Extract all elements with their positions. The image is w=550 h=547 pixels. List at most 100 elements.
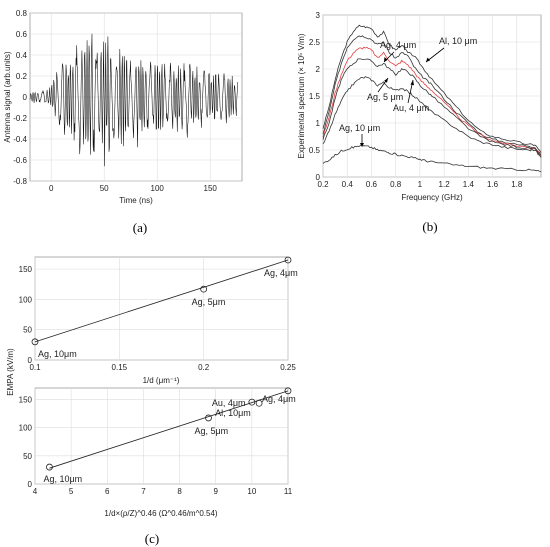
y-axis-label-b: Experimental spectrum (× 10⁵ V/m): [297, 33, 306, 158]
x-tick-label-a: 0: [49, 184, 54, 193]
y-axis-label-a: Antenna signal (arb.units): [3, 51, 12, 143]
panel-b: 0.2 0.4 0.6 0.8 1 1.2 1.4 1.6 1.8 0 0.5 1 1.5 2 2.5 3 F…: [297, 11, 542, 234]
antenna-signal-line: [29, 33, 239, 167]
panel-a: 0 50 100 150 -0.8 -0.6 -0.4 -0.2 0 0.2 0.4 0.6 0.8 T…: [3, 9, 243, 235]
marks-c-top: Ag, 10μm Ag, 5μm Ag, 4μm: [31, 256, 298, 359]
y-tick-label-b: 0.5: [309, 146, 321, 155]
annotation-arrowhead-al-10um: [426, 57, 430, 62]
x-tick-label-c-bottom: 8: [177, 487, 182, 496]
x-tick-label-b: 1.8: [511, 180, 523, 189]
y-tick-label-c-bottom: 100: [19, 424, 33, 433]
x-tick-label-c-bottom: 4: [33, 487, 38, 496]
plot-area-c-bottom: [34, 387, 289, 485]
data-point: [284, 387, 292, 395]
annotation-al-10um: Al, 10 μm: [439, 36, 477, 46]
y-tick-label-c-top: 0: [28, 356, 33, 365]
y-axis-label-c: EMPA (kV/m): [6, 348, 15, 396]
annotation-arrowhead-au-4um: [410, 80, 414, 86]
y-tick-label-a: -0.2: [13, 114, 27, 123]
caption-a: (a): [133, 220, 147, 235]
y-tick-label-c-bottom: 50: [23, 452, 32, 461]
panel-c-bottom: 4 5 6 7 8 9 10 11 0 50 100 150 Ag, 10μm Ag, 5μm Au, 4…: [6, 348, 296, 546]
data-point: [205, 414, 212, 422]
point-label: Ag, 10μm: [38, 349, 77, 359]
ticks-a: 0 50 100 150 -0.8 -0.6 -0.4 -0.2 0 0.2 0.4 0.6 0.8: [13, 9, 217, 193]
x-axis-label-c-top: 1/d (μm⁻¹): [143, 376, 180, 385]
y-tick-label-c-bottom: 0: [28, 480, 33, 489]
x-tick-label-b: 1: [418, 180, 423, 189]
spectrum-line-5: [322, 144, 542, 172]
spectrum-line-2: [322, 46, 542, 156]
y-tick-label-b: 1: [316, 119, 321, 128]
annotation-arrowhead-ag-4um: [384, 57, 388, 62]
x-axis-label-b: Frequency (GHz): [401, 193, 463, 202]
x-tick-label-b: 1.4: [463, 180, 475, 189]
x-axis-label-c-bottom: 1/d×(ρ/Z)^0.46 (Ω^0.46/m^0.54): [104, 509, 218, 518]
x-tick-label-a: 100: [151, 184, 165, 193]
annotation-au-4um: Au, 4 μm: [393, 103, 429, 113]
x-tick-label-c-bottom: 7: [141, 487, 146, 496]
point-label: Ag, 10μm: [43, 474, 82, 484]
annotation-ag-10um: Ag, 10 μm: [339, 123, 380, 133]
spectrum-line-4: [322, 76, 542, 158]
grid-c-bottom: [34, 388, 289, 485]
x-tick-label-b: 0.6: [366, 180, 378, 189]
x-tick-label-b: 1.2: [439, 180, 451, 189]
ticks-c-top: 0.1 0.15 0.2 0.25 0 50 100 150: [19, 265, 297, 372]
x-tick-label-b: 0.4: [342, 180, 354, 189]
annotation-ag-4um: Ag, 4 μm: [380, 40, 416, 50]
y-tick-label-a: 0.2: [16, 72, 28, 81]
spectrum-series: [322, 24, 542, 172]
x-tick-label-c-top: 0.15: [112, 363, 128, 372]
y-tick-label-b: 3: [316, 11, 321, 20]
fit-line: [34, 259, 289, 343]
data-point: [255, 399, 263, 407]
ticks-b: 0.2 0.4 0.6 0.8 1 1.2 1.4 1.6 1.8 0 0.5 1 1.5 2 2.5 3: [309, 11, 523, 189]
y-tick-label-a: 0.6: [16, 30, 28, 39]
y-tick-label-c-bottom: 150: [19, 395, 33, 404]
spectrum-line-0: [322, 24, 542, 153]
annotation-arrowhead-ag-10um: [360, 143, 364, 147]
y-tick-label-b: 1.5: [309, 92, 321, 101]
x-tick-label-c-top: 0.1: [29, 363, 41, 372]
data-point: [46, 463, 53, 471]
point-label: Al, 10μm: [215, 408, 251, 418]
y-tick-label-a: -0.8: [13, 177, 27, 186]
y-tick-label-c-top: 50: [23, 326, 32, 335]
x-tick-label-c-bottom: 6: [105, 487, 110, 496]
x-tick-label-b: 0.2: [317, 180, 329, 189]
point-label: Ag, 4μm: [264, 268, 298, 278]
y-tick-label-b: 2.5: [309, 38, 321, 47]
x-tick-label-c-top: 0.2: [198, 363, 210, 372]
point-label: Ag, 5μm: [194, 426, 228, 436]
x-tick-label-b: 1.6: [487, 180, 499, 189]
x-tick-label-c-bottom: 5: [69, 487, 74, 496]
data-point: [200, 285, 208, 293]
y-tick-label-a: 0.8: [16, 9, 28, 18]
caption-c: (c): [145, 531, 159, 546]
y-tick-label-c-top: 150: [19, 265, 33, 274]
grid-c-top: [34, 257, 289, 361]
y-tick-label-c-top: 100: [19, 295, 33, 304]
y-tick-label-a: 0.4: [16, 51, 28, 60]
spectrum-line-1: [322, 35, 542, 156]
ticks-c-bottom: 4 5 6 7 8 9 10 11 0 50 100 150: [19, 395, 293, 496]
x-tick-label-c-bottom: 11: [284, 487, 293, 496]
y-tick-label-b: 0: [316, 173, 321, 182]
x-tick-label-b: 0.8: [390, 180, 402, 189]
caption-b: (b): [422, 219, 437, 234]
y-tick-label-b: 2: [316, 65, 321, 74]
y-tick-label-a: 0: [23, 93, 28, 102]
x-tick-label-a: 50: [100, 184, 109, 193]
data-point: [248, 398, 256, 406]
y-tick-label-a: -0.4: [13, 135, 27, 144]
x-axis-label-a: Time (ns): [119, 196, 153, 205]
y-tick-label-a: -0.6: [13, 156, 27, 165]
annotation-arrowhead-ag-5um: [384, 78, 388, 83]
point-label: Ag, 4μm: [262, 394, 296, 404]
spectrum-line-3: [322, 58, 542, 157]
x-tick-label-c-bottom: 9: [213, 487, 218, 496]
